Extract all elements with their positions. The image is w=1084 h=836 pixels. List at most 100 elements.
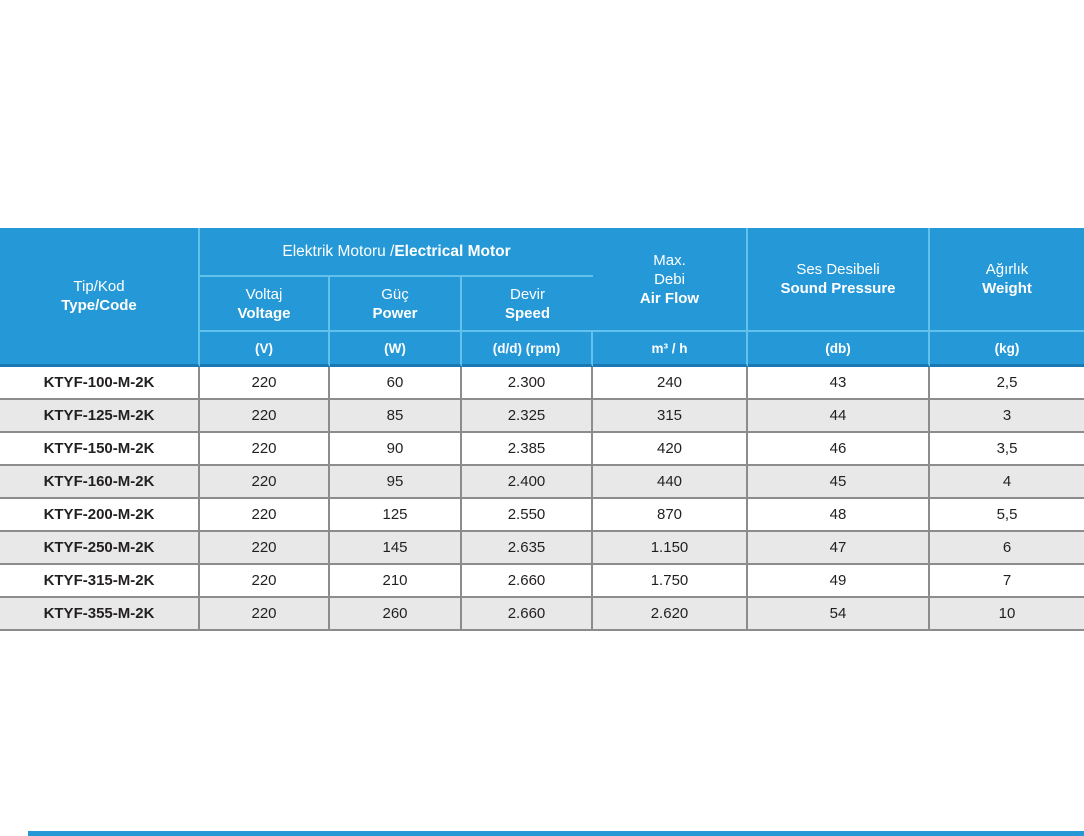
header-sound-tr: Ses Desibeli bbox=[796, 261, 880, 278]
table-row: KTYF-100-M-2K 220 60 2.300 240 43 2,5 bbox=[0, 367, 1084, 400]
cell-voltage: 220 bbox=[200, 433, 330, 466]
table-header: Tip/Kod Type/Code Elektrik Motoru / Elec… bbox=[0, 228, 1084, 367]
cell-airflow: 240 bbox=[593, 367, 748, 400]
header-airflow-en: Air Flow bbox=[639, 289, 700, 307]
cell-weight: 4 bbox=[930, 466, 1084, 499]
header-speed-en: Speed bbox=[504, 304, 550, 322]
cell-sound: 54 bbox=[748, 598, 930, 631]
cell-weight: 5,5 bbox=[930, 499, 1084, 532]
cell-voltage: 220 bbox=[200, 598, 330, 631]
cell-speed: 2.385 bbox=[462, 433, 593, 466]
cell-weight: 3 bbox=[930, 400, 1084, 433]
cell-voltage: 220 bbox=[200, 466, 330, 499]
cell-type-code: KTYF-315-M-2K bbox=[0, 565, 200, 598]
cell-speed: 2.660 bbox=[462, 565, 593, 598]
cell-power: 95 bbox=[330, 466, 462, 499]
cell-voltage: 220 bbox=[200, 367, 330, 400]
cell-type-code: KTYF-150-M-2K bbox=[0, 433, 200, 466]
header-speed-tr: Devir bbox=[509, 285, 545, 303]
cell-airflow: 420 bbox=[593, 433, 748, 466]
cell-sound: 44 bbox=[748, 400, 930, 433]
unit-speed: (d/d) (rpm) bbox=[462, 330, 593, 367]
spec-table: Tip/Kod Type/Code Elektrik Motoru / Elec… bbox=[0, 228, 1084, 631]
cell-voltage: 220 bbox=[200, 565, 330, 598]
cell-airflow: 315 bbox=[593, 400, 748, 433]
header-weight: Ağırlık Weight bbox=[930, 228, 1084, 330]
header-power-tr: Güç bbox=[381, 285, 409, 303]
unit-power: (W) bbox=[330, 330, 462, 367]
header-type-code-tr: Tip/Kod bbox=[73, 278, 125, 295]
cell-voltage: 220 bbox=[200, 532, 330, 565]
table-row: KTYF-160-M-2K 220 95 2.400 440 45 4 bbox=[0, 466, 1084, 499]
footer-accent-bar bbox=[28, 831, 1084, 836]
cell-type-code: KTYF-355-M-2K bbox=[0, 598, 200, 631]
cell-sound: 45 bbox=[748, 466, 930, 499]
header-weight-tr: Ağırlık bbox=[985, 261, 1029, 278]
cell-type-code: KTYF-100-M-2K bbox=[0, 367, 200, 400]
cell-airflow: 870 bbox=[593, 499, 748, 532]
header-airflow: Max. Debi Air Flow bbox=[593, 228, 748, 330]
header-group-electrical-motor: Elektrik Motoru / Electrical Motor bbox=[200, 228, 593, 277]
cell-type-code: KTYF-200-M-2K bbox=[0, 499, 200, 532]
cell-sound: 47 bbox=[748, 532, 930, 565]
header-type-code-en: Type/Code bbox=[61, 297, 137, 314]
header-weight-en: Weight bbox=[982, 280, 1032, 297]
header-sound-pressure: Ses Desibeli Sound Pressure bbox=[748, 228, 930, 330]
cell-speed: 2.635 bbox=[462, 532, 593, 565]
unit-airflow: m³ / h bbox=[593, 330, 748, 367]
header-voltage-tr: Voltaj bbox=[245, 285, 283, 303]
header-group-tr: Elektrik Motoru / bbox=[282, 243, 395, 260]
cell-weight: 10 bbox=[930, 598, 1084, 631]
cell-speed: 2.325 bbox=[462, 400, 593, 433]
cell-power: 260 bbox=[330, 598, 462, 631]
cell-weight: 7 bbox=[930, 565, 1084, 598]
cell-sound: 46 bbox=[748, 433, 930, 466]
header-voltage-en: Voltage bbox=[237, 304, 291, 322]
cell-power: 90 bbox=[330, 433, 462, 466]
header-type-code: Tip/Kod Type/Code bbox=[0, 228, 200, 367]
cell-sound: 49 bbox=[748, 565, 930, 598]
cell-type-code: KTYF-125-M-2K bbox=[0, 400, 200, 433]
cell-voltage: 220 bbox=[200, 400, 330, 433]
cell-type-code: KTYF-250-M-2K bbox=[0, 532, 200, 565]
table-body: KTYF-100-M-2K 220 60 2.300 240 43 2,5 KT… bbox=[0, 367, 1084, 631]
unit-voltage: (V) bbox=[200, 330, 330, 367]
cell-speed: 2.550 bbox=[462, 499, 593, 532]
table-row: KTYF-150-M-2K 220 90 2.385 420 46 3,5 bbox=[0, 433, 1084, 466]
cell-power: 125 bbox=[330, 499, 462, 532]
cell-weight: 6 bbox=[930, 532, 1084, 565]
header-group-en: Electrical Motor bbox=[394, 243, 511, 260]
cell-airflow: 1.750 bbox=[593, 565, 748, 598]
cell-sound: 43 bbox=[748, 367, 930, 400]
table-row: KTYF-355-M-2K 220 260 2.660 2.620 54 10 bbox=[0, 598, 1084, 631]
unit-sound: (db) bbox=[748, 330, 930, 367]
cell-airflow: 2.620 bbox=[593, 598, 748, 631]
cell-power: 60 bbox=[330, 367, 462, 400]
cell-airflow: 1.150 bbox=[593, 532, 748, 565]
cell-speed: 2.400 bbox=[462, 466, 593, 499]
cell-power: 145 bbox=[330, 532, 462, 565]
table-row: KTYF-200-M-2K 220 125 2.550 870 48 5,5 bbox=[0, 499, 1084, 532]
header-airflow-tr1: Max. bbox=[653, 251, 686, 269]
cell-airflow: 440 bbox=[593, 466, 748, 499]
header-power: Güç Power bbox=[330, 277, 462, 330]
cell-power: 85 bbox=[330, 400, 462, 433]
header-power-en: Power bbox=[372, 304, 418, 322]
unit-weight: (kg) bbox=[930, 330, 1084, 367]
header-airflow-tr2: Debi bbox=[654, 270, 685, 288]
table-row: KTYF-250-M-2K 220 145 2.635 1.150 47 6 bbox=[0, 532, 1084, 565]
cell-weight: 3,5 bbox=[930, 433, 1084, 466]
cell-speed: 2.300 bbox=[462, 367, 593, 400]
header-speed: Devir Speed bbox=[462, 277, 593, 330]
cell-type-code: KTYF-160-M-2K bbox=[0, 466, 200, 499]
cell-weight: 2,5 bbox=[930, 367, 1084, 400]
table-row: KTYF-125-M-2K 220 85 2.325 315 44 3 bbox=[0, 400, 1084, 433]
cell-sound: 48 bbox=[748, 499, 930, 532]
cell-power: 210 bbox=[330, 565, 462, 598]
header-sound-en: Sound Pressure bbox=[780, 280, 896, 297]
table-row: KTYF-315-M-2K 220 210 2.660 1.750 49 7 bbox=[0, 565, 1084, 598]
header-voltage: Voltaj Voltage bbox=[200, 277, 330, 330]
cell-speed: 2.660 bbox=[462, 598, 593, 631]
cell-voltage: 220 bbox=[200, 499, 330, 532]
